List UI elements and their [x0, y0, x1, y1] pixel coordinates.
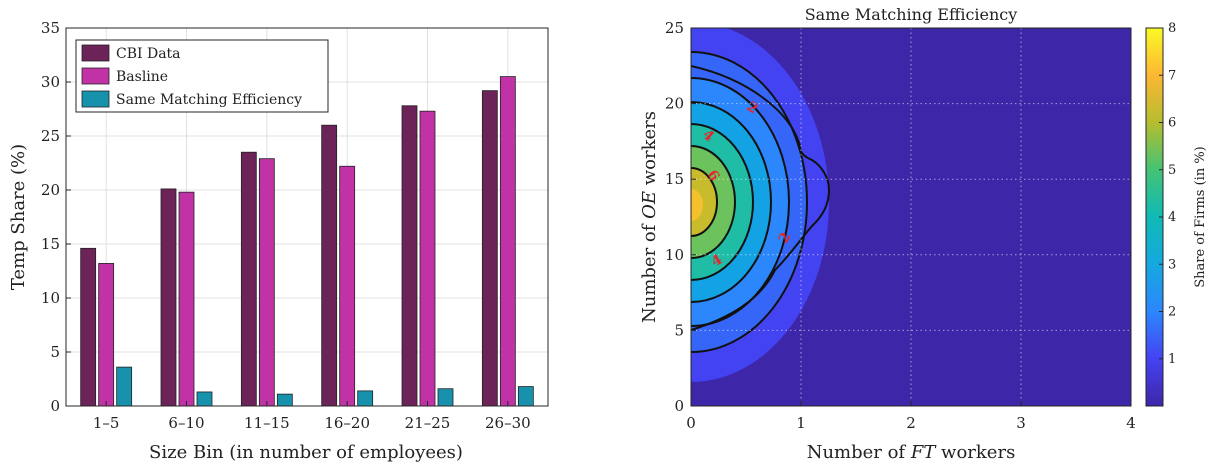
bar-axes-box — [65, 27, 549, 407]
bar-same-matching-efficiency-2 — [196, 391, 213, 407]
contour-line-7 — [691, 167, 718, 237]
legend-label-cbi-data: CBI Data — [116, 46, 181, 62]
contour-y-ticks: 0 5 10 15 20 25 — [665, 19, 696, 415]
colorbar-tick-label: 5 — [1168, 163, 1176, 178]
bar-legend: CBI Data Basline Same Matching Efficienc… — [75, 39, 329, 113]
contour-line-6 — [691, 145, 736, 259]
contour-line-2 — [691, 51, 808, 353]
contour-y-tick-label: 20 — [665, 95, 684, 113]
bar-y-tick-label: 5 — [50, 343, 60, 361]
contour-x-label: Number of FT workers — [807, 442, 1016, 463]
bar-same-matching-efficiency-1 — [116, 366, 133, 407]
contour-line-5 — [691, 123, 754, 281]
bar-cbi-data-4 — [321, 124, 338, 407]
colorbar-tick-label: 1 — [1168, 352, 1176, 367]
colorbar: 1 2 3 4 5 6 7 8 Share of Firms (in %) — [1145, 21, 1208, 407]
bar-same-matching-efficiency-5 — [437, 388, 454, 407]
contour-line-3 — [691, 77, 790, 327]
bar-y-tick-label: 25 — [41, 127, 60, 145]
bar-chart: 0 5 10 15 20 25 30 35 1–5 6–10 11–15 16–20 21–25 26–… — [8, 19, 549, 463]
legend-swatch-cbi-data — [81, 44, 110, 62]
bar-basline-6 — [499, 76, 516, 407]
colorbar-tick-label: 3 — [1168, 257, 1176, 272]
bar-cbi-data-5 — [401, 105, 418, 407]
bar-y-tick-label: 30 — [41, 73, 60, 91]
legend-swatch-same-matching-efficiency — [81, 90, 110, 108]
bar-x-tick-label: 21–25 — [405, 414, 451, 432]
bar-x-tick-label: 26–30 — [485, 414, 531, 432]
bar-same-matching-efficiency-6 — [517, 386, 534, 407]
contour-x-tick-label: 0 — [686, 414, 696, 432]
contour-level-7-fill — [691, 168, 717, 236]
contour-x-tick-label: 1 — [796, 414, 806, 432]
bar-basline-1 — [98, 263, 115, 407]
contour-y-tick-label: 0 — [674, 397, 684, 415]
bars — [80, 76, 534, 407]
colorbar-tick-label: 2 — [1168, 305, 1176, 320]
contour-x-tick-label: 4 — [1126, 414, 1136, 432]
bar-y-label: Temp Share (%) — [8, 144, 29, 290]
bar-basline-2 — [178, 191, 195, 407]
contour-x-ticks: 0 1 2 3 4 — [686, 401, 1136, 432]
bar-x-tick-label: 1–5 — [93, 414, 120, 432]
contour-peak-fill — [691, 189, 703, 221]
contour-y-tick-label: 10 — [665, 246, 684, 264]
contour-x-tick-label: 3 — [1016, 414, 1026, 432]
legend-swatch-basline — [81, 67, 110, 85]
bar-y-tick-label: 10 — [41, 289, 60, 307]
contour-y-tick-label: 5 — [674, 321, 684, 339]
contour-line-4 — [691, 101, 772, 303]
bar-x-tick-label: 6–10 — [168, 414, 204, 432]
contour-y-tick-label: 15 — [665, 170, 684, 188]
bar-x-tick-label: 11–15 — [244, 414, 290, 432]
contour-y-tick-label: 25 — [665, 19, 684, 37]
bar-y-tick-label: 20 — [41, 181, 60, 199]
contour-lines — [691, 51, 808, 353]
bar-cbi-data-2 — [160, 188, 177, 407]
bar-x-ticks: 1–5 6–10 11–15 16–20 21–25 26–30 — [93, 401, 531, 432]
bar-x-tick-label: 16–20 — [324, 414, 370, 432]
colorbar-tick-label: 8 — [1168, 21, 1176, 36]
bar-basline-3 — [258, 158, 275, 407]
bar-same-matching-efficiency-4 — [357, 390, 374, 407]
bar-y-ticks: 0 5 10 15 20 25 30 35 — [41, 19, 71, 415]
legend-label-same-matching-efficiency: Same Matching Efficiency — [116, 92, 302, 108]
colorbar-label: Share of Firms (in %) — [1193, 146, 1208, 288]
bar-cbi-data-1 — [80, 247, 97, 407]
bar-basline-5 — [419, 110, 436, 407]
contour-x-tick-label: 2 — [906, 414, 916, 432]
bar-same-matching-efficiency-3 — [276, 393, 293, 407]
contour-gridlines — [691, 28, 1131, 406]
contour-y-label: Number of OE workers — [639, 111, 660, 323]
contour-chart: Same Matching Efficiency 2 4 — [639, 5, 1208, 463]
contour-title: Same Matching Efficiency — [805, 5, 1018, 24]
bar-y-tick-label: 0 — [50, 397, 60, 415]
bar-basline-4 — [339, 165, 356, 407]
bar-x-label: Size Bin (in number of employees) — [149, 442, 463, 463]
legend-label-basline: Basline — [116, 69, 168, 85]
bar-cbi-data-3 — [240, 151, 257, 407]
colorbar-tick-label: 4 — [1168, 210, 1176, 225]
colorbar-tick-label: 7 — [1168, 68, 1176, 83]
bar-y-tick-label: 15 — [41, 235, 60, 253]
bar-cbi-data-6 — [481, 90, 498, 407]
colorbar-ticks: 1 2 3 4 5 6 7 8 — [1159, 21, 1176, 367]
legend-box — [75, 39, 329, 113]
bar-y-tick-label: 35 — [41, 19, 60, 37]
colorbar-tick-label: 6 — [1168, 116, 1176, 131]
